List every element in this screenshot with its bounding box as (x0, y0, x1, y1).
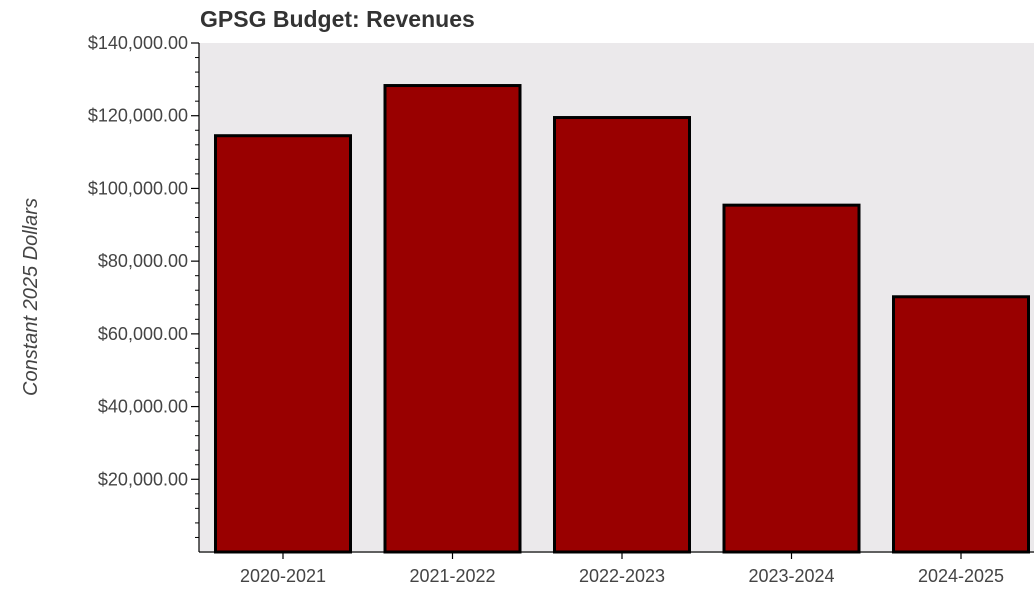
y-tick-label: $20,000.00 (98, 469, 188, 489)
chart-title: GPSG Budget: Revenues (200, 6, 475, 32)
x-tick-label: 2021-2022 (409, 566, 495, 586)
y-tick-label: $60,000.00 (98, 324, 188, 344)
bar-2020-2021 (214, 134, 352, 554)
bar-2024-2025 (892, 295, 1030, 554)
y-tick-label: $100,000.00 (88, 178, 188, 198)
bar-2021-2022 (383, 84, 522, 554)
bar-2023-2024 (722, 203, 861, 554)
y-axis: $20,000.00 $40,000.00 $60,000.00 $80,000.00… (88, 33, 200, 552)
x-axis: 2020-2021 2021-2022 2022-2023 2023-2024 2024… (199, 551, 1034, 586)
y-tick-label: $140,000.00 (88, 33, 188, 53)
y-tick-label: $80,000.00 (98, 251, 188, 271)
x-tick-label: 2020-2021 (240, 566, 326, 586)
bar-2022-2023 (553, 116, 691, 554)
y-tick-label: $120,000.00 (88, 106, 188, 126)
x-tick-label: 2024-2025 (918, 566, 1004, 586)
x-tick-label: 2022-2023 (579, 566, 665, 586)
y-tick-label: $40,000.00 (98, 397, 188, 417)
x-tick-label: 2023-2024 (748, 566, 834, 586)
y-axis-label: Constant 2025 Dollars (20, 198, 42, 396)
